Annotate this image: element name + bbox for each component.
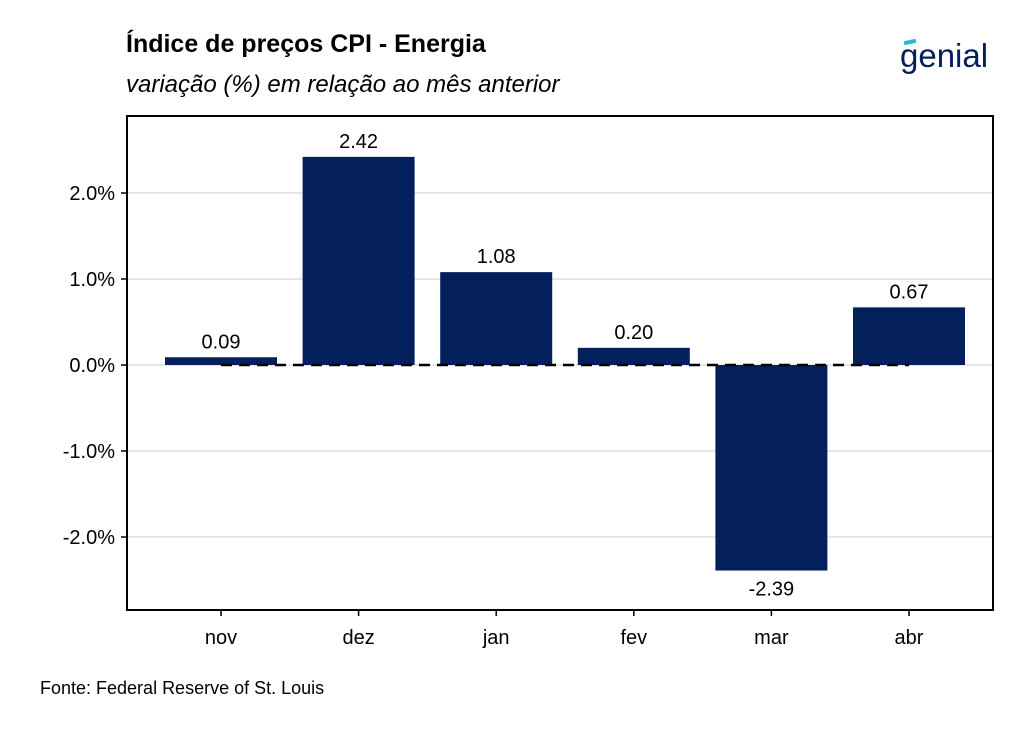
bar-mar [715, 365, 828, 571]
x-tick-label-abr: abr [895, 627, 924, 649]
y-tick-label: -2.0% [63, 527, 115, 549]
bar-nov [165, 357, 277, 365]
data-label-fev: 0.20 [614, 322, 653, 344]
grid-lines [127, 192, 993, 538]
data-label-mar: -2.39 [749, 579, 795, 601]
bar-dez [302, 156, 415, 365]
x-axis: nov dez jan fev mar abr [205, 610, 924, 649]
x-tick-label-fev: fev [620, 627, 647, 649]
source-note: Fonte: Federal Reserve of St. Louis [40, 678, 325, 698]
chart-subtitle: variação (%) em relação ao mês anterior [126, 71, 560, 98]
genial-logo-accent [903, 38, 917, 46]
bar-jan [440, 272, 553, 365]
y-tick-label: 0.0% [69, 355, 115, 377]
x-tick-label-dez: dez [342, 627, 374, 649]
data-label-jan: 1.08 [477, 246, 516, 268]
plot-frame [126, 115, 994, 611]
data-labels: 0.09 2.42 1.08 0.20 -2.39 0.67 [202, 131, 929, 601]
genial-logo: genial [900, 37, 988, 74]
bar-abr [853, 307, 965, 365]
x-tick-label-nov: nov [205, 627, 237, 649]
data-label-abr: 0.67 [890, 281, 929, 303]
chart-title: Índice de preços CPI - Energia [126, 30, 486, 58]
y-tick-label: 2.0% [69, 183, 115, 205]
y-axis: -2.0% -1.0% 0.0% 1.0% 2.0% [63, 183, 127, 549]
bars [165, 156, 965, 571]
bar-fev [577, 347, 690, 365]
x-tick-label-mar: mar [754, 627, 789, 649]
x-tick-label-jan: jan [482, 627, 510, 649]
data-label-dez: 2.42 [339, 131, 378, 153]
y-tick-label: 1.0% [69, 269, 115, 291]
genial-logo-text: genial [900, 37, 988, 74]
data-label-nov: 0.09 [202, 331, 241, 353]
y-tick-label: -1.0% [63, 441, 115, 463]
